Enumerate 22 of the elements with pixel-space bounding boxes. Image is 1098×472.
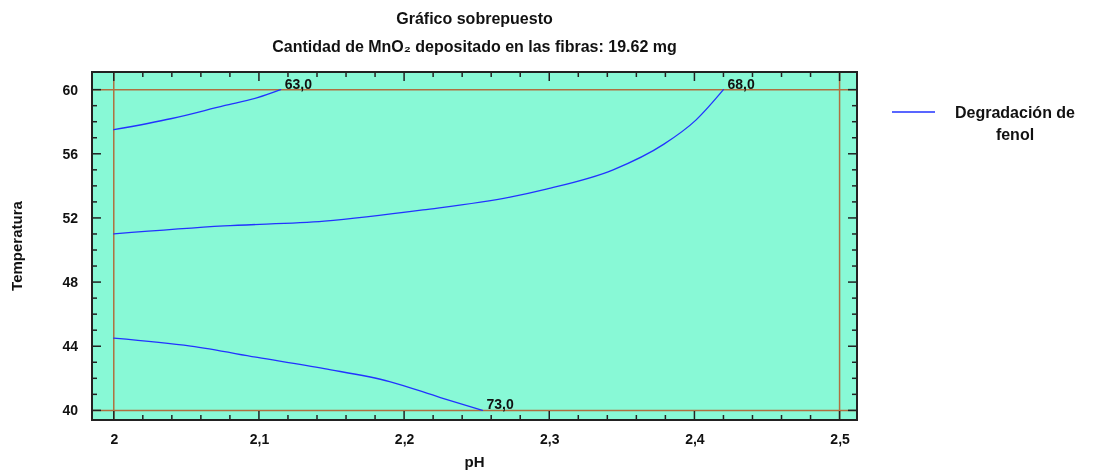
legend-label: Degradación de fenol [954,104,1076,143]
annotation: 73,0 [486,396,514,413]
y-tick-label: 56 [62,145,79,162]
y-axis-title: Temperatura [8,200,25,291]
x-tick-label: 2,5 [830,430,851,447]
y-tick-label: 44 [62,338,79,355]
x-tick-label: 2 [110,430,119,447]
x-tick-label: 2,4 [685,430,705,447]
y-tick-label: 40 [62,402,79,419]
chart-title: Gráfico sobrepuesto [396,10,553,27]
y-tick-label: 60 [62,81,79,98]
x-tick-label: 2,1 [249,430,270,447]
x-axis-title: pH [464,453,485,470]
x-tick-label: 2,2 [394,430,415,447]
line-series [113,337,484,412]
y-tick-label: 52 [62,209,79,226]
x-tick-label: 2,3 [540,430,560,447]
chart-subtitle: Cantidad de MnO₂ depositado en las fibras: 19.62 mg [272,38,677,55]
annotation: 63,0 [284,75,313,92]
line-series [113,88,282,131]
annotation: 68,0 [727,75,755,92]
y-tick-label: 48 [62,274,79,291]
